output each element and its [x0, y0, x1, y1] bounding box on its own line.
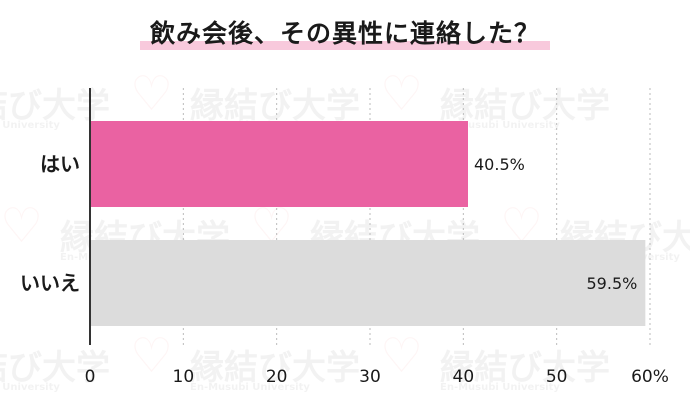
bar-yes [90, 121, 468, 207]
x-tick-label: 50 [546, 367, 568, 387]
x-tick-label: 0 [85, 367, 96, 387]
chart-title: 飲み会後、その異性に連絡した？ [139, 14, 551, 50]
x-tick-label: 20 [266, 367, 288, 387]
bar-no [90, 240, 646, 326]
x-tick-label: 40 [453, 367, 475, 387]
x-tick-label: 60% [631, 367, 669, 387]
x-tick-label: 30 [359, 367, 381, 387]
value-label: 59.5% [587, 274, 638, 293]
bars: はい 40.5% いいえ 59.5% [20, 121, 646, 326]
x-tick-label: 10 [173, 367, 195, 387]
category-label: はい [40, 152, 80, 176]
x-axis-ticks: 0 10 20 30 40 50 60% [85, 367, 669, 387]
value-label: 40.5% [474, 155, 525, 174]
category-label: いいえ [20, 271, 80, 295]
